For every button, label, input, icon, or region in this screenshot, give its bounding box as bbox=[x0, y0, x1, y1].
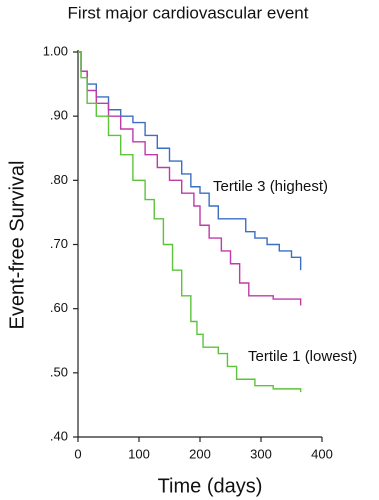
x-tick-label: 0 bbox=[74, 446, 81, 461]
chart-title: First major cardiovascular event bbox=[68, 3, 309, 22]
y-tick-label: .70 bbox=[50, 236, 68, 251]
survival-line bbox=[78, 51, 302, 306]
x-tick-label: 100 bbox=[128, 446, 150, 461]
x-tick-label: 400 bbox=[311, 446, 333, 461]
series-label: Tertile 3 (highest) bbox=[213, 178, 328, 195]
y-tick-label: .60 bbox=[50, 300, 68, 315]
y-tick-label: .50 bbox=[50, 364, 68, 379]
y-tick-label: 1.00 bbox=[43, 43, 68, 58]
series-label: Tertile 1 (lowest) bbox=[248, 348, 357, 365]
survival-line bbox=[78, 51, 302, 271]
x-axis-label: Time (days) bbox=[158, 475, 263, 497]
x-tick-label: 200 bbox=[189, 446, 211, 461]
y-axis-label: Event-free Survival bbox=[6, 161, 28, 330]
x-tick-label: 300 bbox=[250, 446, 272, 461]
survival-line bbox=[78, 51, 302, 393]
y-tick-label: .40 bbox=[50, 428, 68, 443]
y-tick-label: .90 bbox=[50, 108, 68, 123]
y-tick-label: .80 bbox=[50, 172, 68, 187]
